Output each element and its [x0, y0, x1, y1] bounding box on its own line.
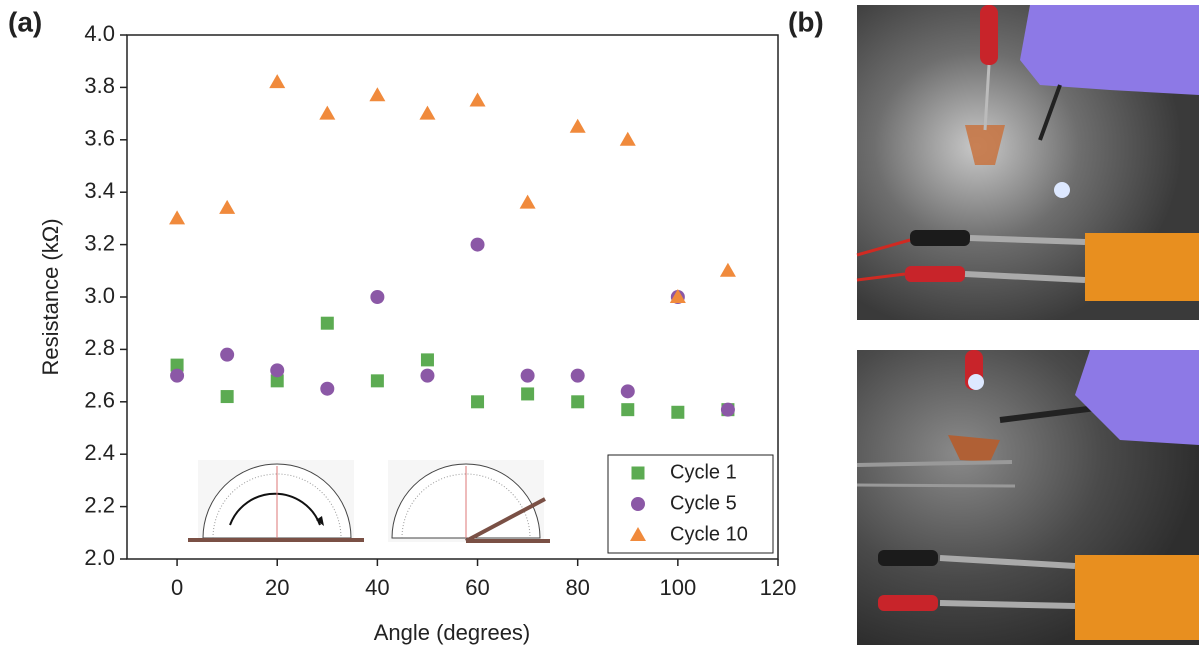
y-tick-label: 2.0 — [84, 545, 115, 570]
data-point — [671, 405, 685, 419]
data-point — [269, 74, 286, 89]
data-point — [219, 199, 236, 214]
data-point — [220, 390, 234, 404]
x-axis-title: Angle (degrees) — [374, 620, 531, 645]
data-point — [370, 374, 384, 388]
data-point — [169, 210, 186, 225]
legend-marker — [631, 497, 645, 511]
y-axis-title: Resistance (kΩ) — [38, 218, 63, 375]
data-point — [470, 237, 485, 252]
data-point — [569, 118, 586, 133]
x-tick-label: 100 — [659, 575, 696, 600]
x-tick-label: 60 — [465, 575, 489, 600]
data-point — [220, 347, 235, 362]
y-tick-label: 3.0 — [84, 283, 115, 308]
data-point — [320, 316, 334, 330]
data-point — [621, 403, 635, 417]
legend-label: Cycle 5 — [670, 492, 737, 514]
photo — [856, 350, 1199, 645]
data-point — [420, 353, 434, 367]
data-point — [370, 290, 385, 304]
y-tick-label: 2.8 — [84, 335, 115, 360]
y-tick-label: 3.2 — [84, 230, 115, 255]
legend-label: Cycle 1 — [670, 461, 737, 483]
legend-label: Cycle 10 — [670, 523, 748, 545]
data-point — [571, 395, 585, 409]
panel-label: (b) — [788, 6, 824, 37]
y-tick-label: 2.2 — [84, 492, 115, 517]
data-point — [320, 381, 335, 396]
data-point — [521, 387, 535, 401]
inset-protractor — [388, 460, 550, 543]
x-tick-label: 80 — [565, 575, 589, 600]
y-tick-label: 2.6 — [84, 388, 115, 413]
legend-marker — [630, 527, 646, 541]
inset-protractor — [188, 460, 364, 542]
photo — [856, 5, 1199, 320]
data-point — [469, 92, 486, 107]
panel-label: (a) — [8, 6, 42, 37]
x-tick-label: 20 — [265, 575, 289, 600]
data-point — [619, 131, 636, 146]
x-tick-label: 40 — [365, 575, 389, 600]
y-tick-label: 2.4 — [84, 440, 115, 465]
data-point — [620, 384, 635, 399]
data-point — [170, 358, 184, 372]
data-point — [420, 368, 435, 383]
data-point — [419, 105, 436, 120]
y-tick-label: 3.8 — [84, 73, 115, 98]
data-point — [270, 363, 285, 378]
data-point — [319, 105, 336, 120]
y-tick-label: 3.4 — [84, 178, 115, 203]
legend-marker — [631, 466, 645, 480]
data-point — [270, 374, 284, 388]
y-tick-label: 3.6 — [84, 126, 115, 151]
data-point — [471, 395, 485, 409]
data-point — [570, 368, 585, 383]
data-point — [369, 87, 386, 102]
data-point — [520, 368, 535, 383]
x-tick-label: 120 — [760, 575, 797, 600]
plot: Angle (degrees) Resistance (kΩ) — [38, 218, 530, 644]
data-point — [170, 368, 185, 383]
x-tick-label: 0 — [171, 575, 183, 600]
data-point — [669, 289, 686, 303]
y-tick-label: 4.0 — [84, 21, 115, 46]
data-point — [519, 194, 536, 209]
data-point — [719, 262, 736, 277]
data-point — [720, 402, 735, 417]
